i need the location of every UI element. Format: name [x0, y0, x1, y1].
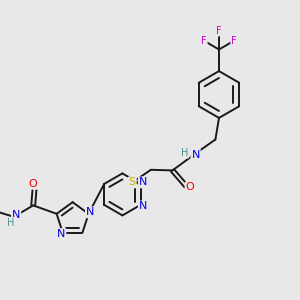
Text: S: S — [129, 177, 136, 188]
Text: N: N — [191, 149, 200, 160]
Text: H: H — [7, 218, 14, 228]
Text: O: O — [29, 179, 38, 189]
Text: F: F — [201, 36, 207, 46]
Text: N: N — [12, 210, 20, 220]
Text: N: N — [86, 207, 94, 217]
Text: O: O — [185, 182, 194, 193]
Text: N: N — [139, 201, 147, 212]
Text: F: F — [231, 36, 237, 46]
Text: N: N — [139, 177, 147, 188]
Text: N: N — [57, 229, 65, 239]
Text: F: F — [216, 26, 222, 36]
Text: H: H — [181, 148, 188, 158]
